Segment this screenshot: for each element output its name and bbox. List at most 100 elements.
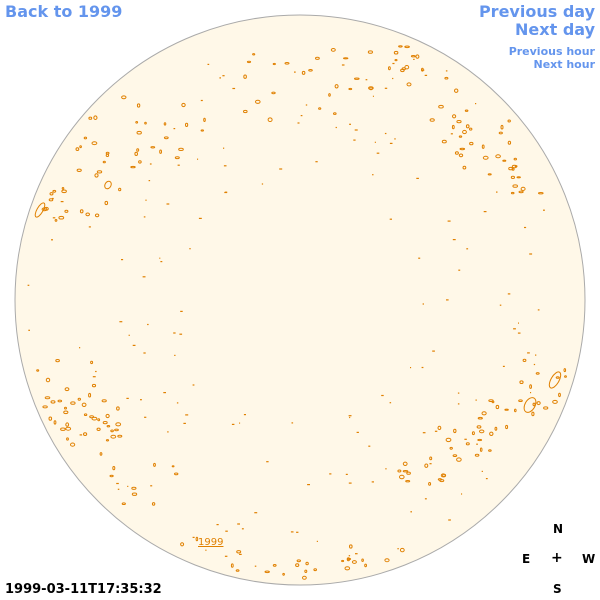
magnetic-feature <box>315 161 318 163</box>
magnetic-feature <box>356 431 359 433</box>
magnetic-feature <box>49 192 54 196</box>
magnetic-feature <box>533 363 536 366</box>
magnetic-feature <box>272 564 277 567</box>
magnetic-feature <box>527 352 530 354</box>
magnetic-feature <box>160 261 163 263</box>
magnetic-feature <box>507 293 511 295</box>
magnetic-feature <box>290 531 294 533</box>
magnetic-feature <box>563 368 567 373</box>
magnetic-feature <box>406 471 411 475</box>
magnetic-feature <box>116 406 120 411</box>
magnetic-feature <box>510 191 515 195</box>
magnetic-feature <box>330 48 336 52</box>
magnetic-feature <box>445 437 452 443</box>
compass-west: W <box>582 552 596 566</box>
year-link[interactable]: 1999 <box>198 537 224 548</box>
next-hour-link[interactable]: Next hour <box>533 58 596 71</box>
magnetic-feature <box>222 75 225 77</box>
magnetic-feature <box>459 147 466 151</box>
magnetic-feature <box>279 168 283 170</box>
magnetic-feature <box>91 416 98 421</box>
magnetic-feature <box>421 366 424 369</box>
magnetic-feature <box>522 358 527 362</box>
magnetic-feature <box>371 481 374 483</box>
magnetic-feature <box>464 438 467 440</box>
magnetic-feature <box>300 115 303 117</box>
magnetic-feature <box>97 418 101 422</box>
magnetic-feature <box>305 561 309 566</box>
magnetic-feature <box>405 480 411 483</box>
back-to-year-link[interactable]: Back to 1999 <box>5 2 123 21</box>
magnetic-feature <box>219 77 221 79</box>
magnetic-feature <box>44 396 51 400</box>
magnetic-feature <box>207 63 210 65</box>
magnetic-feature <box>223 147 225 149</box>
magnetic-feature <box>92 376 96 378</box>
magnetic-feature <box>138 160 142 164</box>
compass-center: + <box>551 550 563 566</box>
previous-day-link[interactable]: Previous day <box>478 2 595 21</box>
magnetic-feature <box>294 71 296 73</box>
magnetic-feature <box>91 141 98 146</box>
magnetic-feature <box>173 332 176 334</box>
magnetic-feature <box>197 158 199 160</box>
magnetic-feature <box>52 189 57 193</box>
magnetic-feature <box>167 431 169 433</box>
magnetic-feature <box>479 447 483 452</box>
next-day-link[interactable]: Next day <box>515 20 595 39</box>
magnetic-feature <box>264 570 270 574</box>
magnetic-feature <box>121 502 126 506</box>
magnetic-feature <box>524 226 527 229</box>
magnetic-feature <box>504 408 509 411</box>
previous-hour-link[interactable]: Previous hour <box>508 45 595 58</box>
magnetic-feature <box>79 347 81 349</box>
magnetic-feature <box>181 102 186 108</box>
magnetic-feature <box>254 99 261 104</box>
magnetic-feature <box>145 199 147 201</box>
magnetic-feature <box>394 138 396 140</box>
magnetic-feature <box>307 484 310 486</box>
magnetic-feature <box>189 248 191 250</box>
magnetic-feature <box>198 217 202 219</box>
magnetic-feature <box>487 173 492 176</box>
magnetic-feature <box>451 124 455 130</box>
magnetic-feature <box>143 216 146 218</box>
magnetic-feature <box>136 130 142 135</box>
magnetic-feature <box>216 524 219 526</box>
magnetic-feature <box>456 120 462 124</box>
magnetic-feature <box>555 376 560 379</box>
magnetic-feature <box>369 86 373 91</box>
magnetic-feature <box>50 400 56 404</box>
magnetic-feature <box>389 402 392 404</box>
magnetic-feature <box>179 333 183 335</box>
magnetic-feature <box>410 367 412 369</box>
magnetic-feature <box>55 359 60 363</box>
magnetic-feature <box>499 304 502 306</box>
magnetic-feature <box>343 57 349 60</box>
magnetic-feature <box>349 416 351 419</box>
magnetic-feature <box>83 136 88 140</box>
magnetic-feature <box>348 482 352 484</box>
magnetic-feature <box>28 329 30 331</box>
magnetic-feature <box>225 530 228 532</box>
magnetic-feature <box>132 344 136 346</box>
magnetic-feature <box>117 488 120 490</box>
magnetic-feature <box>96 170 103 174</box>
magnetic-feature <box>54 219 58 222</box>
magnetic-feature <box>437 425 442 431</box>
magnetic-feature <box>27 284 30 286</box>
magnetic-feature <box>393 50 399 55</box>
magnetic-feature <box>354 77 360 80</box>
magnetic-feature <box>442 473 447 478</box>
magnetic-feature <box>91 383 97 388</box>
magnetic-feature <box>457 403 460 405</box>
magnetic-feature <box>349 544 353 549</box>
magnetic-feature <box>462 165 467 170</box>
magnetic-feature <box>548 371 562 389</box>
magnetic-feature <box>416 177 419 179</box>
compass-east: E <box>522 552 531 566</box>
magnetic-feature <box>466 248 469 250</box>
magnetic-feature <box>458 135 463 138</box>
magnetic-feature <box>110 434 117 439</box>
magnetic-feature <box>163 122 167 126</box>
